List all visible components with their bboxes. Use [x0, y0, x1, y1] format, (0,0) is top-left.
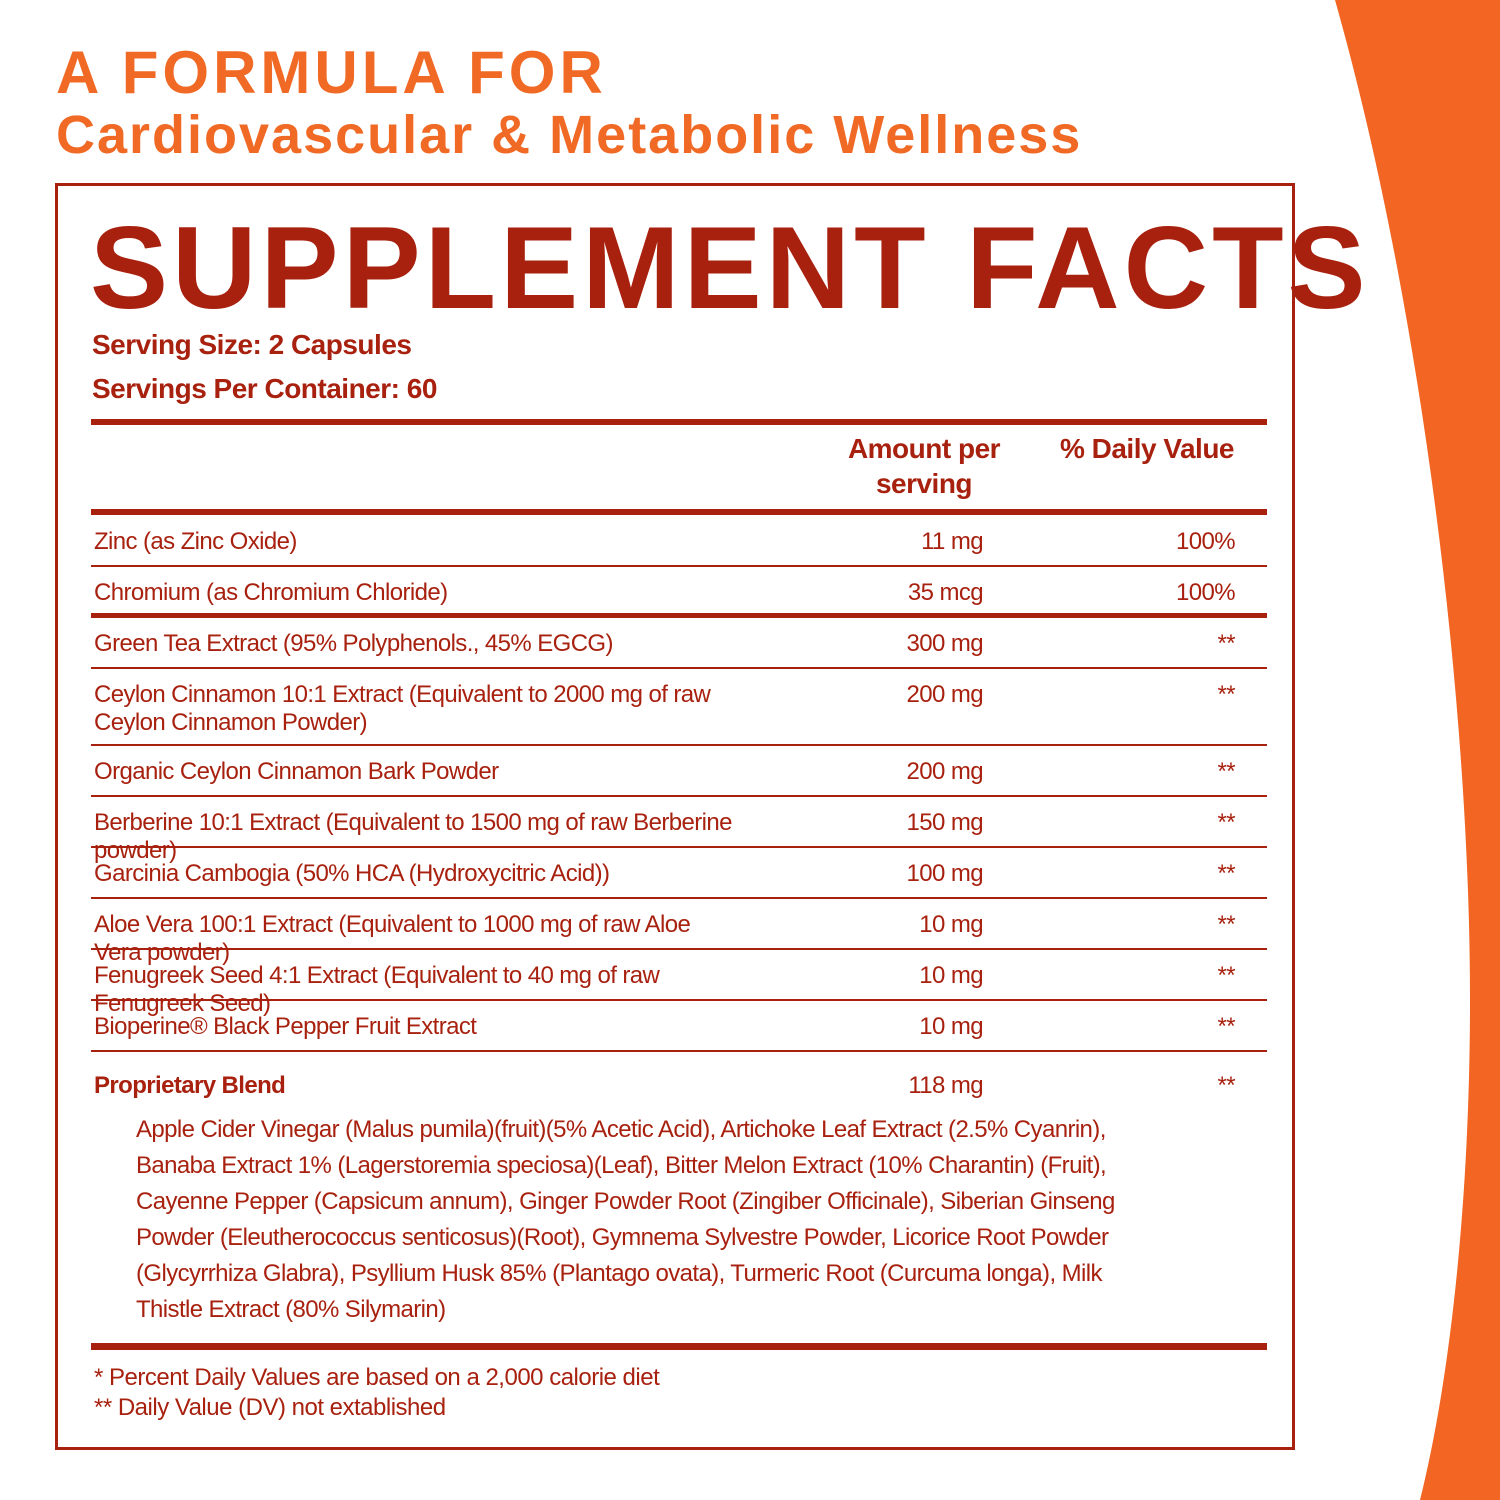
ingredient-amount: 300 mg — [906, 630, 984, 657]
column-header: Amount per serving — [847, 433, 1001, 499]
ingredient-dv: 100% — [1176, 528, 1236, 555]
ingredient-amount: 150 mg — [906, 809, 984, 836]
ingredient-amount: 200 mg — [906, 758, 984, 785]
ingredient-amount: 10 mg — [919, 1013, 983, 1040]
blend-amount: 118 mg — [908, 1072, 983, 1099]
orange-curve — [1335, 0, 1500, 1500]
ingredient-name: Green Tea Extract (95% Polyphenols., 45%… — [94, 630, 613, 657]
blend-ingredients: Apple Cider Vinegar (Malus pumila)(fruit… — [136, 1116, 1115, 1323]
ingredient-dv: ** — [1217, 758, 1236, 785]
ingredient-row: Ceylon Cinnamon 10:1 Extract (Equivalent… — [91, 669, 1267, 746]
ingredient-row: Fenugreek Seed 4:1 Extract (Equivalent t… — [91, 950, 1267, 1017]
rule — [91, 509, 1267, 515]
ingredient-dv: 100% — [1176, 579, 1236, 606]
rule — [91, 1343, 1267, 1350]
ingredient-dv: ** — [1217, 911, 1236, 938]
ingredient-name: Chromium (as Chromium Chloride) — [94, 579, 448, 606]
ingredient-amount: 11 mg — [921, 528, 984, 555]
ingredient-amount: 35 mcg — [907, 579, 984, 606]
ingredient-row: Green Tea Extract (95% Polyphenols., 45%… — [91, 618, 1267, 669]
ingredient-amount: 100 mg — [906, 860, 984, 887]
serving-size: Serving Size: 2 Capsules — [92, 329, 412, 360]
ingredient-dv: ** — [1217, 681, 1236, 708]
ingredient-amount: 10 mg — [919, 962, 983, 989]
ingredient-name: Zinc (as Zinc Oxide) — [94, 528, 297, 555]
ingredient-name: Fenugreek Seed 4:1 Extract (Equivalent t… — [94, 962, 660, 1017]
ingredient-dv: ** — [1217, 809, 1236, 836]
ingredient-dv: ** — [1217, 962, 1236, 989]
ingredient-dv: ** — [1217, 630, 1236, 657]
ingredient-row: Organic Ceylon Cinnamon Bark Powder 200 m… — [91, 746, 1267, 797]
column-header: % Daily Value — [1059, 433, 1235, 464]
ingredient-name: Ceylon Cinnamon 10:1 Extract (Equivalent… — [94, 681, 711, 736]
ingredient-name: Bioperine® Black Pepper Fruit Extract — [94, 1013, 477, 1040]
blend-dv: ** — [1217, 1072, 1236, 1099]
ingredient-row: Garcinia Cambogia (50% HCA (Hydroxycitri… — [91, 848, 1267, 899]
ingredient-row: Bioperine® Black Pepper Fruit Extract 10 … — [91, 1001, 1267, 1052]
ingredient-amount: 200 mg — [906, 681, 984, 708]
ingredient-row: Aloe Vera 100:1 Extract (Equivalent to 1… — [91, 899, 1267, 966]
rule — [91, 419, 1267, 425]
proprietary-blend: Proprietary Blend 118 mg ** Apple Cider Vin… — [91, 1052, 1267, 1340]
ingredient-name: Organic Ceylon Cinnamon Bark Powder — [94, 758, 499, 785]
servings-per-container: Servings Per Container: 60 — [92, 373, 437, 404]
ingredient-amount: 10 mg — [919, 911, 983, 938]
ingredient-name: Aloe Vera 100:1 Extract (Equivalent to 1… — [94, 911, 691, 966]
ingredient-row: Berberine 10:1 Extract (Equivalent to 15… — [91, 797, 1267, 864]
ingredient-row: Zinc (as Zinc Oxide) 11 mg 100% — [91, 516, 1267, 567]
ingredient-name: Berberine 10:1 Extract (Equivalent to 15… — [94, 809, 732, 864]
ingredient-name: Garcinia Cambogia (50% HCA (Hydroxycitri… — [94, 860, 610, 887]
footnote: * Percent Daily Values are based on a 2,… — [94, 1364, 660, 1391]
header-line-1: A FORMULA FOR — [56, 39, 607, 106]
facts-panel: SUPPLEMENT FACTS Serving Size: 2 Capsule… — [55, 183, 1366, 1450]
ingredient-table: Zinc (as Zinc Oxide) 11 mg 100% Chromium (a… — [91, 516, 1267, 1340]
ingredient-dv: ** — [1217, 860, 1236, 887]
footnote: ** Daily Value (DV) not extablished — [94, 1394, 446, 1421]
ingredient-dv: ** — [1217, 1013, 1236, 1040]
blend-name: Proprietary Blend — [94, 1072, 286, 1099]
header-line-2: Cardiovascular & Metabolic Wellness — [56, 105, 1083, 165]
ingredient-row: Chromium (as Chromium Chloride) 35 mcg 100… — [91, 567, 1267, 618]
facts-title: SUPPLEMENT FACTS — [90, 202, 1370, 333]
